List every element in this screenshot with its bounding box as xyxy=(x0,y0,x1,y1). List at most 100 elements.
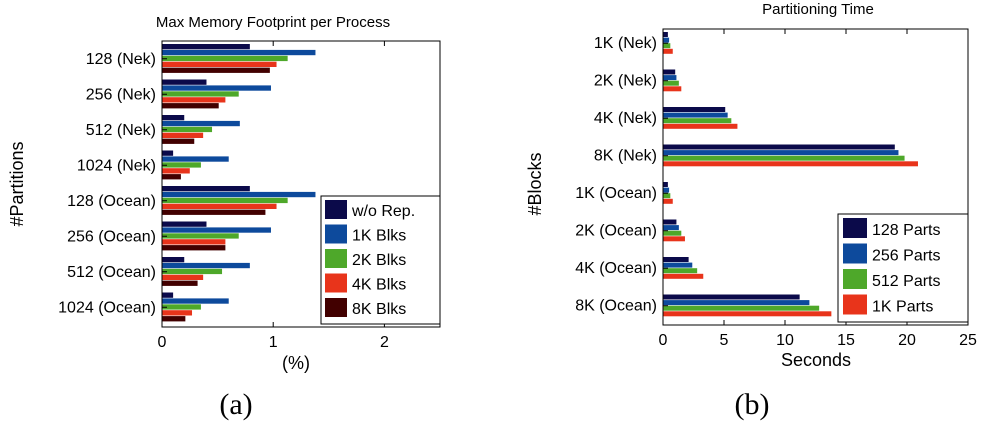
chart-a-xtick-label: 2 xyxy=(380,334,389,351)
chart-a-bar-3-3 xyxy=(162,168,190,174)
chart-a-category-label: 256 (Nek) xyxy=(86,86,156,103)
chart-b-legend: 128 Parts 256 Parts 512 Parts 1K Parts xyxy=(837,213,969,323)
chart-a-legend-label: 4K Blks xyxy=(352,277,406,294)
chart-b-legend-label: 128 Parts xyxy=(872,222,940,239)
chart-b-bars xyxy=(663,32,918,317)
chart-b-legend-swatch xyxy=(843,294,867,315)
chart-b-bar-5-0 xyxy=(663,219,677,225)
chart-b-caption: (b) xyxy=(735,388,770,421)
chart-b-bar-5-1 xyxy=(663,225,679,231)
chart-b-bar-4-3 xyxy=(663,198,673,204)
chart-a-bar-7-0 xyxy=(162,292,174,298)
chart-a-bar-2-0 xyxy=(162,115,185,121)
chart-a-legend-label: 8K Blks xyxy=(352,301,406,318)
chart-a-legend-swatch xyxy=(325,224,347,244)
chart-b-legend-swatch xyxy=(843,269,867,289)
chart-a-bar-5-2 xyxy=(162,233,239,239)
chart-a-bar-0-0 xyxy=(162,44,250,50)
chart-a-category-label: 128 (Nek) xyxy=(86,51,156,68)
chart-b-bar-5-2 xyxy=(663,230,682,236)
chart-b-bar-7-0 xyxy=(663,294,800,300)
chart-b-category-label: 2K (Nek) xyxy=(594,73,657,90)
chart-a-bar-0-2 xyxy=(162,55,288,62)
chart-a-bar-4-2 xyxy=(162,197,288,204)
chart-a-bar-0-4 xyxy=(162,67,270,73)
chart-a-ylabel: #Partitions xyxy=(7,141,27,226)
chart-a-category-label: 256 (Ocean) xyxy=(67,228,156,245)
chart-a-bar-0-1 xyxy=(162,49,316,56)
chart-b-xtick-label: 25 xyxy=(959,332,977,349)
chart-b-bar-1-1 xyxy=(663,75,677,81)
chart-a-bar-1-1 xyxy=(162,85,271,91)
chart-a-bar-3-0 xyxy=(162,150,174,156)
chart-a-bar-3-2 xyxy=(162,162,201,168)
chart-a-bar-3-1 xyxy=(162,156,229,162)
chart-b-bar-6-1 xyxy=(663,262,693,268)
chart-a-category-label: 1024 (Nek) xyxy=(77,157,156,174)
chart-b-ylabel: #Blocks xyxy=(525,152,545,215)
chart-b-category-label: 4K (Ocean) xyxy=(575,260,657,277)
chart-b-bar-6-2 xyxy=(663,268,698,274)
chart-a-plot-frame xyxy=(161,40,441,328)
chart-a-bar-5-3 xyxy=(162,239,226,245)
chart-a-bars xyxy=(162,44,316,322)
chart-a-bar-7-3 xyxy=(162,310,193,316)
chart-b-bar-3-3 xyxy=(663,161,918,167)
chart-a-bar-0-3 xyxy=(162,61,277,67)
chart-b-category-label: 1K (Nek) xyxy=(594,35,657,52)
chart-b-bar-7-1 xyxy=(663,300,810,306)
chart-b-legend-label: 1K Parts xyxy=(872,299,933,316)
chart-b-bar-7-3 xyxy=(663,311,832,317)
chart-a-category-label: 512 (Ocean) xyxy=(67,264,156,281)
chart-b-legend-swatch xyxy=(843,243,867,264)
chart-a-category-label: 128 (Ocean) xyxy=(67,193,156,210)
chart-a-memory-footprint: Max Memory Footprint per Process 128 (Ne… xyxy=(7,14,441,421)
chart-b-title: Partitioning Time xyxy=(762,1,874,18)
chart-a-legend-swatch xyxy=(325,200,347,219)
chart-a-bar-6-3 xyxy=(162,274,204,280)
chart-b-plot-frame xyxy=(662,28,969,326)
chart-a-ticks: 128 (Nek) 256 (Nek) 512 (Nek) 1024 (Nek) 128… xyxy=(58,41,389,351)
chart-b-legend-label: 256 Parts xyxy=(872,248,940,265)
chart-b-category-label: 1K (Ocean) xyxy=(575,185,657,202)
chart-b-bar-5-3 xyxy=(663,236,685,242)
chart-b-bar-2-3 xyxy=(663,123,738,129)
chart-a-bar-6-2 xyxy=(162,268,223,275)
chart-a-bar-6-4 xyxy=(162,280,198,286)
chart-b-bar-2-0 xyxy=(663,107,726,112)
chart-a-xtick-label: 1 xyxy=(269,334,278,351)
chart-b-legend-swatch xyxy=(843,218,867,238)
chart-b-xtick-label: 5 xyxy=(720,332,729,349)
chart-a-bar-1-4 xyxy=(162,103,219,109)
chart-a-bar-6-0 xyxy=(162,257,185,263)
chart-b-xtick-label: 10 xyxy=(776,332,794,349)
chart-b-bar-3-0 xyxy=(663,144,895,150)
chart-a-bar-5-0 xyxy=(162,221,207,227)
chart-a-caption: (a) xyxy=(219,388,252,421)
chart-b-partitioning-time: Partitioning Time 1K (Nek) 2K (Nek) 4K (Ne… xyxy=(525,1,977,421)
chart-b-category-label: 2K (Ocean) xyxy=(575,223,657,240)
chart-a-bar-2-1 xyxy=(162,120,240,127)
chart-b-bar-2-2 xyxy=(663,118,732,124)
chart-a-bar-7-1 xyxy=(162,298,229,304)
chart-a-legend-label: 1K Blks xyxy=(352,228,406,245)
chart-a-legend-label: w/o Rep. xyxy=(351,203,415,220)
chart-a-category-label: 1024 (Ocean) xyxy=(58,299,156,316)
chart-a-legend-swatch xyxy=(325,249,347,268)
chart-b-bar-4-2 xyxy=(663,193,671,199)
chart-b-bar-1-0 xyxy=(663,69,676,75)
chart-b-xtick-label: 0 xyxy=(659,332,668,349)
chart-b-bar-6-0 xyxy=(663,257,689,262)
chart-b-bar-0-3 xyxy=(663,48,673,54)
chart-b-bar-3-2 xyxy=(663,155,905,161)
chart-b-category-label: 8K (Ocean) xyxy=(575,298,657,315)
chart-a-legend-label: 2K Blks xyxy=(352,252,406,269)
chart-a-bar-2-4 xyxy=(162,138,195,144)
chart-a-bar-1-2 xyxy=(162,91,239,97)
chart-b-bar-4-0 xyxy=(663,182,668,187)
chart-a-legend-swatch xyxy=(325,273,347,293)
chart-a-xtick-label: 0 xyxy=(158,334,167,351)
chart-b-bar-0-2 xyxy=(663,43,671,49)
chart-a-bar-5-1 xyxy=(162,227,271,233)
